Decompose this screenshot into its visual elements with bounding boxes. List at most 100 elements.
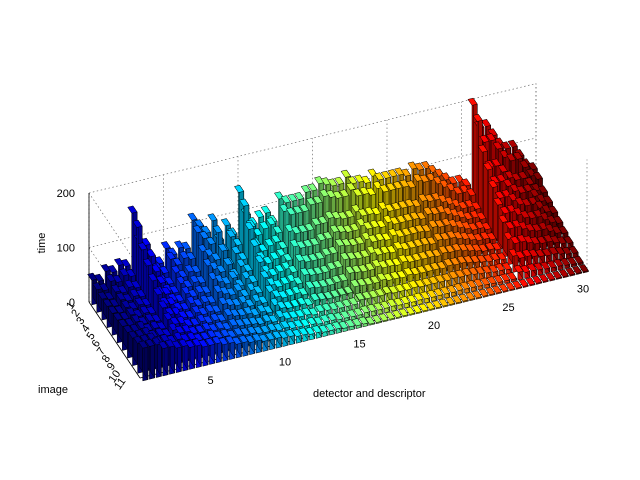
- bar: [343, 285, 354, 305]
- bar: [171, 339, 182, 374]
- bar: [520, 264, 531, 279]
- bar: [393, 297, 404, 310]
- bar: [385, 311, 396, 321]
- bar: [471, 289, 483, 300]
- bar: [566, 256, 578, 268]
- bar: [331, 320, 342, 334]
- bar: [545, 271, 556, 282]
- bar: [511, 280, 523, 290]
- bar: [473, 278, 484, 291]
- bar: [365, 315, 376, 326]
- bar: [399, 295, 411, 309]
- bar: [439, 285, 451, 299]
- y-axis-label: image: [38, 384, 68, 396]
- x-tick-label: 20: [428, 320, 440, 332]
- x-tick-label: 10: [279, 357, 291, 369]
- z-tick-label: 200: [57, 188, 75, 200]
- bar: [538, 273, 549, 284]
- bar: [198, 338, 209, 367]
- bar: [533, 261, 544, 276]
- bar: [486, 231, 497, 252]
- bar: [391, 309, 403, 320]
- bar: [560, 257, 571, 270]
- y-tick-label: 9: [105, 361, 118, 373]
- bar: [144, 338, 156, 380]
- y-tick-label: 1: [64, 300, 77, 312]
- bar: [506, 271, 518, 283]
- bar: [344, 265, 355, 296]
- z-tick-label: 0: [69, 297, 75, 309]
- bar: [359, 304, 371, 319]
- bar: [298, 326, 309, 343]
- bar: [224, 335, 236, 360]
- bar: [178, 338, 189, 372]
- y-tick-label: 6: [90, 338, 103, 350]
- y-tick-label: 11: [112, 376, 128, 392]
- bar: [453, 282, 464, 296]
- y-tick-label: 2: [69, 307, 82, 319]
- bar: [413, 292, 424, 305]
- bar: [184, 339, 196, 370]
- bar: [478, 288, 489, 298]
- bar: [513, 264, 524, 281]
- bar: [472, 113, 483, 220]
- bar: [571, 265, 583, 275]
- bar: [244, 334, 256, 356]
- bar: [526, 262, 538, 278]
- bar: [486, 275, 497, 288]
- bar: [271, 330, 282, 349]
- bar: [379, 300, 391, 314]
- bar: [451, 294, 463, 305]
- bar: [498, 283, 509, 293]
- y-tick-label: 5: [85, 330, 98, 342]
- bar: [187, 212, 198, 281]
- bar: [386, 298, 397, 312]
- bar: [304, 326, 316, 341]
- bar: [158, 340, 169, 377]
- z-tick-label: 100: [57, 243, 75, 255]
- bar: [446, 284, 457, 297]
- bar: [351, 317, 362, 329]
- bar: [480, 276, 491, 289]
- chart-axis-labels: time image detector and descriptor: [36, 233, 426, 400]
- bar: [467, 97, 478, 213]
- bar: [418, 302, 429, 313]
- bar: [558, 268, 569, 279]
- bar: [133, 335, 144, 374]
- bar: [546, 259, 558, 273]
- bar: [525, 276, 536, 287]
- y-tick-label: 10: [107, 368, 124, 385]
- bar: [433, 287, 444, 301]
- bar: [474, 265, 486, 282]
- bar: [459, 281, 471, 294]
- bar: [284, 328, 296, 346]
- bar: [405, 306, 416, 316]
- bar: [425, 301, 436, 311]
- bar: [493, 274, 504, 286]
- bar: [97, 290, 108, 321]
- bar: [378, 312, 389, 323]
- bar: [344, 318, 356, 331]
- bar: [551, 270, 563, 280]
- bar: [521, 248, 532, 270]
- bar: [318, 324, 329, 338]
- bar: [138, 339, 149, 382]
- bar: [338, 320, 349, 333]
- x-tick-label: 5: [207, 375, 213, 387]
- bar: [258, 333, 269, 352]
- bar: [218, 336, 229, 362]
- y-tick-label: 3: [74, 315, 87, 327]
- bar: [553, 258, 564, 271]
- x-tick-label: 30: [577, 284, 589, 296]
- bar: [458, 293, 469, 303]
- bar: [151, 336, 162, 378]
- bar: [371, 314, 383, 325]
- bar: [431, 299, 443, 310]
- bar: [278, 330, 289, 347]
- bar: [264, 331, 276, 351]
- bar: [531, 275, 543, 285]
- bar: [398, 307, 409, 318]
- bar: [578, 263, 589, 274]
